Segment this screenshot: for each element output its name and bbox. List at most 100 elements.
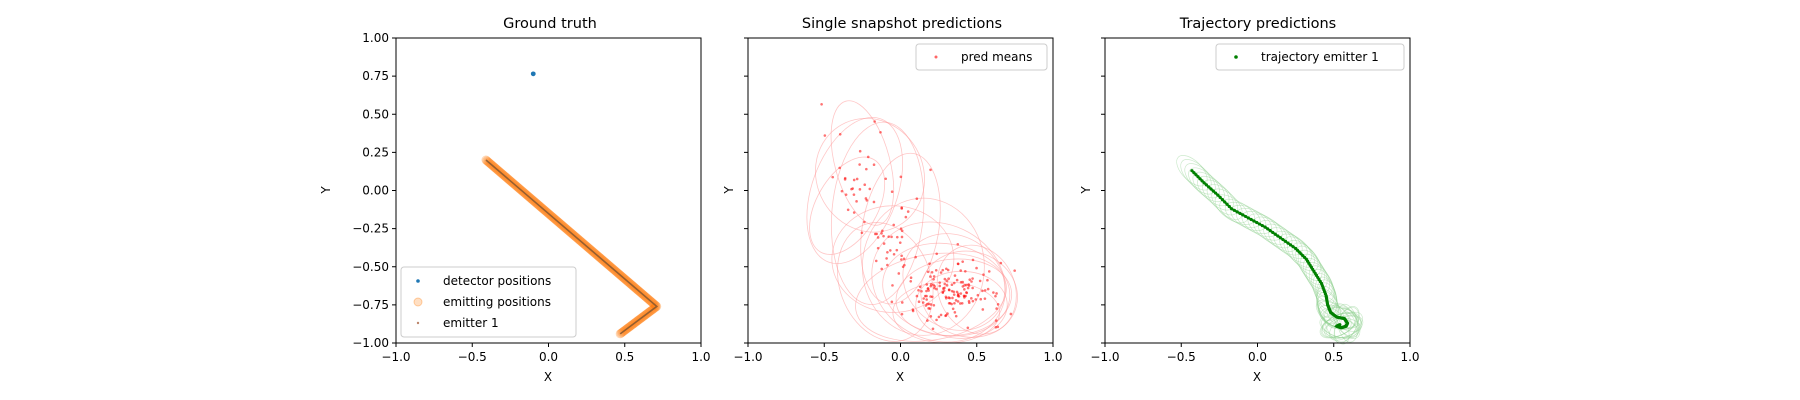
pred-mean-point: [929, 303, 933, 306]
pred-mean-point: [986, 287, 990, 291]
x-tick-label: 0.5: [967, 350, 986, 364]
x-tick-label: 1.0: [1400, 350, 1419, 364]
pred-mean-point: [863, 220, 866, 224]
pred-mean-point: [909, 279, 913, 283]
plot-marks: [481, 71, 662, 339]
pred-mean-point: [965, 291, 968, 294]
pred-mean-point: [941, 268, 945, 272]
legend-marker-emitting: [413, 297, 423, 307]
pred-mean-point: [950, 283, 954, 287]
pred-mean-point: [865, 199, 869, 202]
y-axis-label: Y: [722, 186, 736, 195]
pred-mean-point: [948, 301, 952, 305]
pred-mean-point: [944, 296, 948, 300]
pred-mean-point: [900, 312, 904, 316]
y-axis-ticks: [744, 37, 748, 344]
pred-mean-point: [868, 187, 872, 191]
pred-mean-point: [938, 281, 942, 284]
x-tick-label: 0.5: [1324, 350, 1343, 364]
pred-mean-point: [928, 262, 931, 266]
pred-mean-point: [946, 312, 949, 315]
pred-mean-point: [918, 285, 922, 289]
pred-mean-point: [946, 268, 950, 272]
x-axis-ticks: −1.0 −0.5 0.0 0.5 1.0: [1090, 343, 1420, 364]
pred-mean-point: [961, 260, 964, 263]
pred-mean-point: [873, 232, 877, 236]
pred-mean-point: [892, 223, 896, 227]
detector-position-point: [530, 71, 536, 77]
pred-mean-point: [955, 278, 959, 282]
trajectory-ellipse: [1312, 272, 1337, 311]
pred-mean-point: [820, 102, 823, 106]
pred-mean-point: [961, 280, 965, 284]
pred-mean-point: [948, 296, 951, 300]
pred-mean-point: [920, 289, 923, 293]
trajectory-ellipse: [1214, 194, 1249, 224]
pred-mean-point: [900, 235, 904, 239]
pred-mean-point: [970, 297, 973, 300]
legend-marker-emitter: [416, 321, 420, 325]
pred-mean-point: [956, 293, 960, 297]
pred-mean-point: [882, 242, 886, 245]
pred-mean-point: [915, 197, 919, 201]
pred-mean-point: [931, 327, 935, 331]
trajectory-ellipse: [1334, 306, 1360, 343]
pred-mean-point: [852, 211, 856, 214]
pred-mean-point: [929, 315, 933, 318]
x-tick-label: −0.5: [458, 350, 487, 364]
pred-mean-point: [886, 263, 889, 267]
pred-mean-point: [939, 313, 943, 317]
trajectory-ellipse: [1308, 265, 1335, 302]
uncertainty-ellipse: [861, 197, 985, 336]
trajectory-ellipse: [1317, 301, 1352, 330]
pred-mean-point: [995, 292, 998, 295]
x-tick-label: −1.0: [1090, 350, 1119, 364]
legend-box: [1215, 43, 1405, 71]
pred-mean-point: [879, 130, 882, 134]
pred-mean-point: [873, 120, 876, 123]
pred-mean-point: [956, 242, 960, 246]
pred-mean-point: [967, 284, 971, 287]
pred-mean-point: [929, 275, 932, 278]
pred-mean-point: [840, 189, 844, 193]
pred-mean-point: [858, 163, 861, 166]
x-axis-label: X: [544, 370, 552, 384]
pred-mean-point: [922, 297, 926, 300]
pred-mean-point: [945, 284, 949, 287]
chart-title: Ground truth: [503, 16, 597, 32]
pred-mean-point: [987, 270, 991, 273]
uncertainty-ellipse: [830, 100, 895, 226]
pred-mean-point: [890, 190, 894, 194]
pred-mean-point: [899, 175, 903, 179]
pred-mean-point: [926, 319, 929, 322]
pred-mean-point: [1013, 269, 1016, 272]
pred-mean-point: [934, 268, 938, 272]
legend: detector positions emitting positions em…: [400, 266, 577, 338]
pred-mean-point: [890, 235, 893, 239]
pred-mean-point: [923, 294, 927, 298]
pred-mean-point: [971, 277, 974, 280]
trajectory-ellipse: [1319, 313, 1356, 339]
pred-mean-point: [917, 300, 921, 304]
trajectory-ellipse: [1283, 236, 1315, 268]
y-tick-label: 0.00: [362, 184, 389, 198]
y-tick-label: −1.00: [352, 336, 389, 350]
legend-box: [400, 266, 577, 338]
pred-mean-point: [921, 301, 925, 304]
pred-mean-point: [995, 307, 998, 310]
uncertainty-ellipse: [806, 116, 904, 265]
trajectory-line: [1191, 169, 1349, 329]
panel-trajectory: Trajectory predictions −1.0 −0.5 0.0 0.5 1.0…: [1079, 16, 1420, 384]
pred-mean-point: [961, 285, 965, 288]
pred-mean-point: [852, 193, 856, 196]
pred-mean-point: [968, 278, 972, 281]
pred-mean-point: [971, 286, 974, 290]
pred-mean-point: [945, 267, 948, 271]
pred-mean-point: [925, 289, 928, 293]
y-tick-label: −0.25: [352, 222, 389, 236]
legend-marker-pred: [934, 55, 938, 59]
pred-mean-point: [947, 277, 950, 280]
pred-mean-point: [891, 284, 894, 287]
pred-mean-point: [951, 296, 954, 300]
